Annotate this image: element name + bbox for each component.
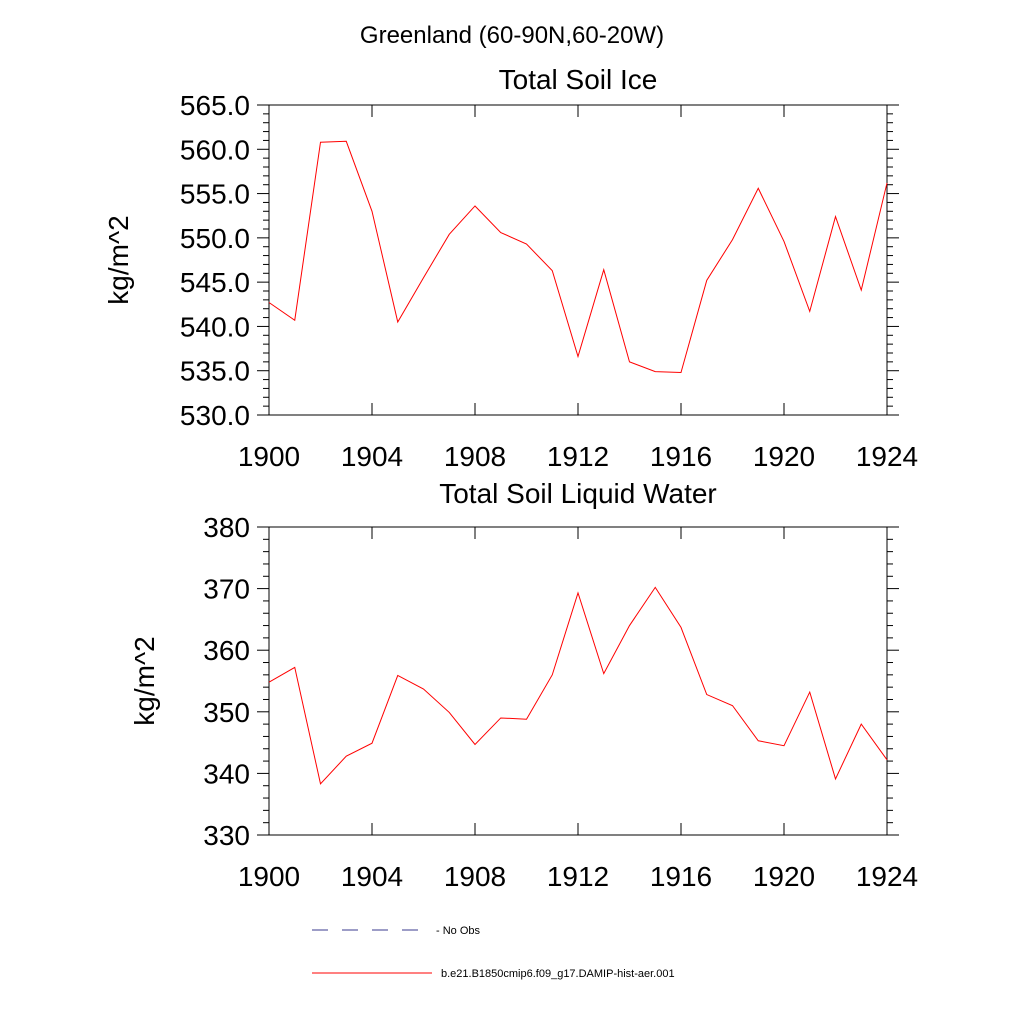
legend: - No Obs b.e21.B1850cmip6.f09_g17.DAMIP-h… <box>312 925 675 980</box>
x-tick-label: 1920 <box>753 441 815 472</box>
y-axis-label: kg/m^2 <box>103 215 134 304</box>
y-tick-label: 540.0 <box>180 311 250 342</box>
plot-frame <box>269 527 887 835</box>
chart-title: Total Soil Ice <box>499 64 658 95</box>
x-tick-label: 1904 <box>341 861 403 892</box>
x-tick-label: 1916 <box>650 861 712 892</box>
series-line-1 <box>269 141 887 372</box>
series-line-1 <box>269 587 887 784</box>
y-tick-label: 330 <box>203 820 250 851</box>
y-tick-label: 545.0 <box>180 267 250 298</box>
x-tick-label: 1916 <box>650 441 712 472</box>
y-tick-label: 550.0 <box>180 223 250 254</box>
x-tick-label: 1900 <box>238 441 300 472</box>
x-tick-label: 1924 <box>856 441 918 472</box>
chart-panel-2: Total Soil Liquid Water kg/m^2 1900 1904 190… <box>129 478 918 892</box>
x-tick-label: 1908 <box>444 441 506 472</box>
x-tick-label: 1904 <box>341 441 403 472</box>
y-tick-label: 560.0 <box>180 134 250 165</box>
page-title: Greenland (60-90N,60-20W) <box>360 22 664 49</box>
y-tick-label: 350 <box>203 697 250 728</box>
y-axis-label: kg/m^2 <box>129 636 160 725</box>
x-tick-label: 1912 <box>547 441 609 472</box>
y-tick-label: 565.0 <box>180 90 250 121</box>
x-tick-label: 1908 <box>444 861 506 892</box>
y-tick-label: 380 <box>203 512 250 543</box>
x-tick-label: 1900 <box>238 861 300 892</box>
x-tick-label: 1920 <box>753 861 815 892</box>
y-tick-label: 530.0 <box>180 400 250 431</box>
legend-label-2: b.e21.B1850cmip6.f09_g17.DAMIP-hist-aer.… <box>441 968 675 980</box>
x-tick-label: 1924 <box>856 861 918 892</box>
legend-label-1: - No Obs <box>436 925 481 937</box>
y-tick-label: 340 <box>203 758 250 789</box>
y-tick-label: 360 <box>203 635 250 666</box>
plot-frame <box>269 105 887 415</box>
x-tick-label: 1912 <box>547 861 609 892</box>
chart-panel-1: Total Soil Ice kg/m^2 1900 1904 1908 1912 1916… <box>103 64 918 472</box>
y-tick-label: 370 <box>203 574 250 605</box>
chart-title: Total Soil Liquid Water <box>439 478 717 509</box>
y-tick-label: 555.0 <box>180 179 250 210</box>
y-tick-label: 535.0 <box>180 356 250 387</box>
